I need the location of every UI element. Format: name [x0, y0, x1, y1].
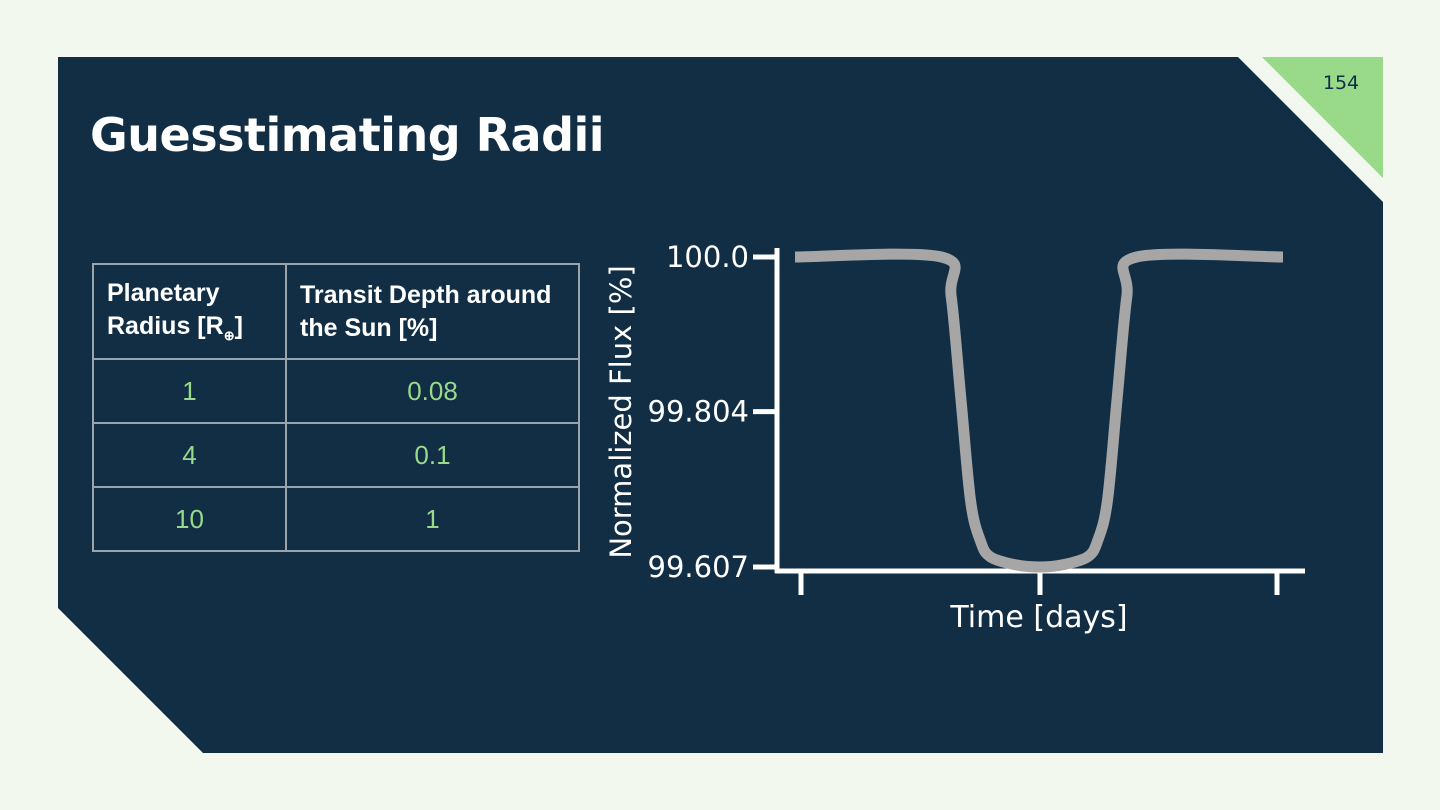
radius-depth-table: Planetary Radius [R⊕] Transit Depth arou…	[92, 263, 580, 552]
chart-series	[794, 248, 1284, 573]
chart-axes	[753, 248, 1305, 595]
table-header-row: Planetary Radius [R⊕] Transit Depth arou…	[92, 263, 580, 360]
table-row: 1 0.08	[92, 358, 580, 424]
y-tick-label: 99.607	[648, 550, 749, 584]
table-row: 10 1	[92, 486, 580, 552]
header-planetary-radius-suffix: ]	[234, 312, 243, 340]
header-planetary-radius: Planetary Radius [R⊕]	[92, 263, 287, 360]
series-line-0	[794, 248, 1284, 573]
cell-depth: 1	[285, 486, 580, 552]
earth-symbol-subscript: ⊕	[223, 328, 235, 343]
cell-depth: 0.1	[285, 422, 580, 488]
y-tick-label: 100.0	[666, 240, 749, 274]
x-axis-label: Time [days]	[949, 600, 1127, 635]
header-transit-depth: Transit Depth around the Sun [%]	[285, 263, 580, 360]
y-tick-label: 99.804	[648, 395, 749, 429]
cell-depth: 0.08	[285, 358, 580, 424]
cell-radius: 1	[92, 358, 287, 424]
cell-radius: 4	[92, 422, 287, 488]
chart-labels: 100.0 99.804 99.607 Time [days] Normalized F…	[604, 240, 1128, 635]
slide-title: Guesstimating Radii	[90, 108, 605, 162]
page-number: 154	[1322, 72, 1360, 94]
table-row: 4 0.1	[92, 422, 580, 488]
y-axis-label: Normalized Flux [%]	[604, 265, 638, 558]
header-planetary-radius-text: Planetary Radius [R	[107, 279, 224, 340]
cell-radius: 10	[92, 486, 287, 552]
